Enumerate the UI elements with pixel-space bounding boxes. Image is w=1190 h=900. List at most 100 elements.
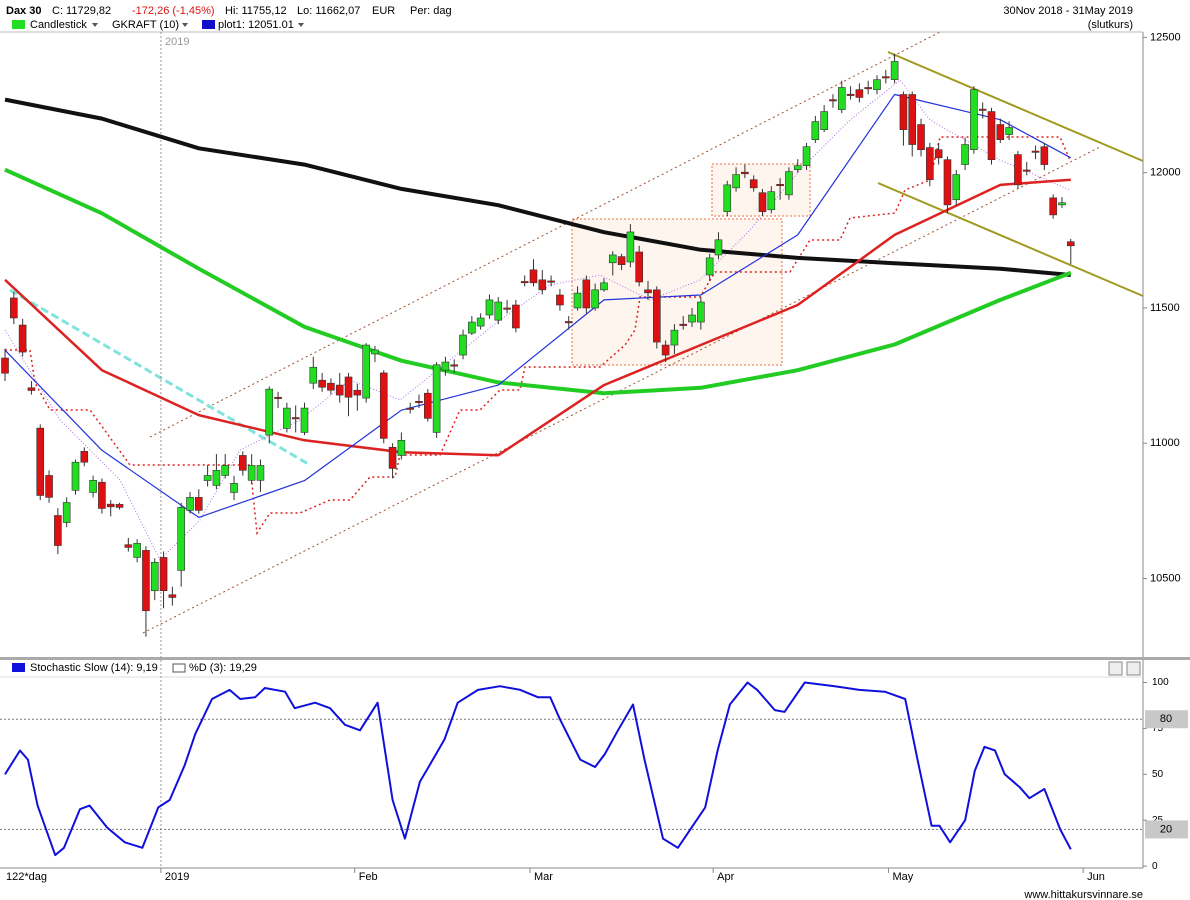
period: Per: dag [410,5,452,17]
candle-body [899,94,908,130]
candle-body [529,269,538,284]
candle-body [1040,146,1049,165]
candle-body [758,192,767,212]
candle-body [987,111,996,161]
dropdown-arrow[interactable] [298,23,304,27]
candle-body [124,544,133,548]
candle-body [71,461,80,491]
candle-body [635,251,643,283]
candle-body [89,480,97,493]
high: Hi: 11755,12 [225,5,287,17]
candle-body [106,503,115,508]
candle-body [133,543,141,558]
candle-body [934,149,943,159]
y-tick-label: 10500 [1150,572,1181,584]
date-range: 30Nov 2018 - 31May 2019 [1003,5,1133,17]
level-label: 20 [1160,823,1172,835]
candle-body [644,289,652,294]
change: -172,26 (-1,45%) [132,5,215,17]
legend-label[interactable]: plot1: 12051.01 [218,19,294,31]
candle-body [688,314,696,323]
price-type: (slutkurs) [1088,19,1133,31]
indicator-subtitle: %D (3): 19,29 [189,662,257,674]
footer: www.hittakursvinnare.se [1023,889,1143,900]
candle-body [247,465,256,481]
candle-body [996,124,1005,140]
short-average [4,79,1071,561]
y-tick-label: 25 [1152,815,1164,826]
legend-swatch [172,663,186,673]
candle-body [520,281,529,284]
candle-body [943,159,952,206]
candle-body [503,307,511,310]
candle-body [617,256,626,265]
dropdown-arrow[interactable] [182,23,188,27]
candle-body [80,451,89,463]
candle-body [723,184,732,212]
candle-body [45,475,53,498]
dropdown-arrow[interactable] [92,23,98,27]
candle-body [732,174,740,189]
level-box [1145,710,1188,729]
candle-body [882,76,890,79]
candle-body [600,282,608,291]
candle-body [494,301,503,321]
candle-body [388,447,397,469]
year-label: 2019 [165,36,189,48]
candle-body [820,111,828,130]
legend-label[interactable]: Candlestick [30,19,87,31]
candle-body [890,61,899,80]
candle-body [441,361,450,371]
candle-body [1066,241,1075,247]
panel-divider [0,657,1190,660]
candle-body [27,387,36,391]
candle-body [793,165,802,171]
candle-body [283,407,291,429]
candle-body [239,455,247,471]
candle-body [406,407,414,410]
y-tick-label: 50 [1152,769,1164,780]
candle-body [274,396,282,399]
level-label: 80 [1160,713,1172,725]
indicator-line [4,178,1071,457]
tool-button[interactable] [1108,661,1123,676]
candle-body [344,376,353,398]
candle-body [926,147,934,181]
tool-button[interactable] [1126,661,1141,676]
candle-body [785,171,793,196]
close: C: 11729,82 [52,5,111,17]
candle-body [661,344,670,356]
candle-body [18,324,27,353]
candle-body [379,372,388,439]
trend-line [887,51,1144,162]
y-tick-label: 12000 [1150,167,1181,179]
candle-body [1058,202,1066,206]
candle-body [846,93,855,96]
candle-body [309,366,318,384]
candle-body [230,482,238,493]
candle-body [608,254,617,264]
candle-body [54,515,62,546]
indicator-line [4,167,1072,396]
candle-body [908,94,917,145]
y-tick-label: 12500 [1150,31,1181,43]
candle-body [327,382,335,391]
candle-body [978,108,987,111]
candle-body [653,289,661,343]
level-box [1145,820,1188,839]
candle-body [150,562,159,592]
x-tick-label: Mar [534,871,553,883]
candle-body [98,481,106,509]
candle-body [564,321,573,324]
candle-body [371,349,379,355]
candle-body [573,292,582,309]
candle-body [450,364,459,367]
candle-body [776,184,784,186]
candle-body [291,417,300,420]
candle-body [159,557,168,592]
legend-label[interactable]: GKRAFT (10) [112,19,179,31]
candle-body [194,497,203,511]
candle-body [415,401,423,403]
